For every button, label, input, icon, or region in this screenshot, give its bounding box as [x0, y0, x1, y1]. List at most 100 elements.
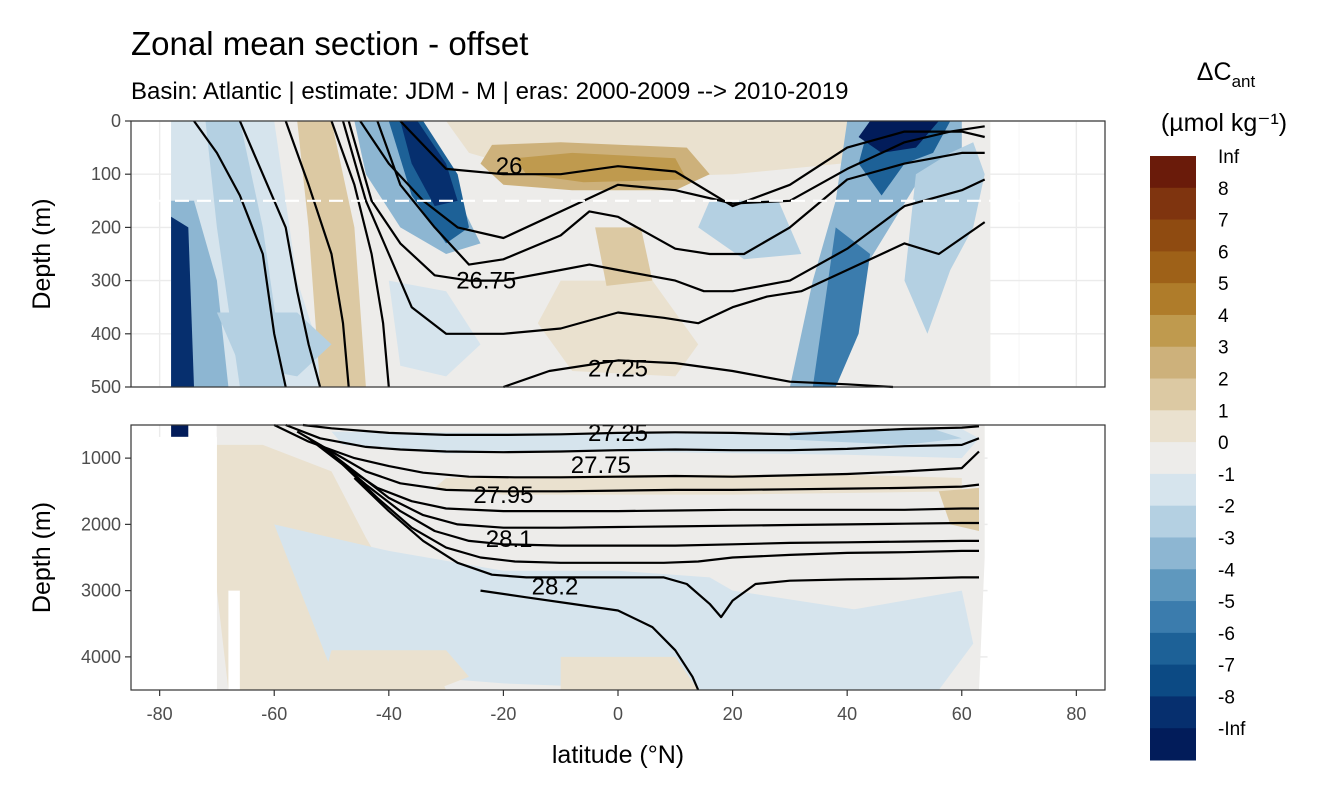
legend-label: 4: [1218, 306, 1229, 327]
negative-anomaly: [698, 200, 802, 260]
legend-swatch: [1150, 187, 1196, 221]
legend-label: 7: [1218, 211, 1229, 232]
x-tick-label: 60: [952, 704, 972, 724]
y-tick-label: 3000: [81, 581, 121, 601]
bathymetry-mask: [131, 436, 217, 690]
contour-label: 28.2: [532, 574, 579, 601]
x-tick-label: 40: [837, 704, 857, 724]
isopycnal-line: [330, 453, 979, 547]
legend-label: -2: [1218, 497, 1235, 518]
lower-isopycnal-lines: [273, 423, 980, 691]
legend-title-sub: ant: [1232, 72, 1256, 91]
legend-swatch: [1150, 251, 1196, 284]
contour-label: 27.95: [473, 482, 533, 509]
legend-label: 0: [1218, 433, 1229, 454]
negative-anomaly: [216, 312, 332, 377]
legend-swatch: [1150, 473, 1196, 507]
lower-panel: 27.25 27.75 27.95 28.1 28.2 1000 2000 3000 4000…: [28, 420, 1106, 691]
legend-label: -5: [1218, 592, 1235, 613]
isopycnal-line: [480, 589, 700, 691]
isopycnal-line: [238, 120, 322, 388]
legend-swatch: [1150, 537, 1196, 570]
contour-label: 27.25: [588, 420, 648, 447]
y-tick-label: 400: [91, 324, 121, 344]
contour-label: 27.25: [588, 355, 648, 382]
negative-anomaly: [904, 142, 985, 334]
bathymetry-mask: [987, 425, 1105, 690]
isopycnal-line: [296, 430, 980, 493]
legend-title: ΔCant: [1197, 58, 1256, 91]
isopycnal-line: [193, 120, 287, 388]
upper-y-ticks: 0 100 200 300 400 500: [91, 111, 131, 397]
legend: ΔCant (µmol kg⁻¹) Inf 8 7 6 5 4 3 2 1 0 -1 -2 -3 -4 -5…: [1150, 58, 1287, 761]
legend-swatch: [1150, 728, 1196, 761]
y-tick-label: 4000: [81, 647, 121, 667]
x-axis-ticks: -80 -60 -40 -20 0 20 40 60 80: [147, 690, 1086, 724]
lower-y-ticks: 1000 2000 3000 4000: [81, 448, 131, 667]
isopycnal-line: [503, 359, 894, 389]
x-tick-label: 0: [613, 704, 623, 724]
isopycnal-line: [273, 424, 980, 479]
legend-label: 1: [1218, 401, 1229, 422]
isopycnal-line: [347, 120, 986, 293]
upper-contour-labels: 26 26.75 27.25: [456, 153, 648, 382]
isopycnal-line: [307, 437, 979, 513]
legend-swatch: [1150, 601, 1196, 634]
y-tick-label: 300: [91, 271, 121, 291]
isopycnal-line: [399, 120, 985, 208]
x-tick-label: 20: [723, 704, 743, 724]
strong-negative-anomaly: [171, 216, 194, 387]
isopycnal-line: [302, 423, 980, 436]
x-tick-label: -60: [261, 704, 287, 724]
y-tick-label: 1000: [81, 448, 121, 468]
negative-anomaly: [812, 227, 871, 387]
legend-swatch: [1150, 156, 1196, 189]
isopycnal-line: [330, 120, 390, 388]
isopycnal-line: [353, 477, 979, 619]
isopycnal-line: [376, 120, 985, 266]
x-tick-label: -80: [147, 704, 173, 724]
legend-swatch: [1150, 696, 1196, 729]
upper-y-axis-title: Depth (m): [28, 198, 56, 309]
legend-swatch: [1150, 378, 1196, 411]
y-tick-label: 200: [91, 217, 121, 237]
isopycnal-line: [284, 120, 350, 388]
legend-label: -8: [1218, 687, 1235, 708]
upper-isopycnal-lines: [193, 120, 986, 389]
negative-anomaly: [698, 590, 962, 677]
positive-anomaly: [595, 227, 653, 286]
lower-heatmap-fill: [131, 425, 1105, 690]
contour-label: 26: [496, 153, 523, 180]
positive-anomaly: [537, 280, 699, 377]
legend-colorbar: [1150, 156, 1196, 761]
legend-label: 5: [1218, 274, 1229, 295]
legend-units: (µmol kg⁻¹): [1161, 109, 1287, 137]
legend-swatch: [1150, 505, 1196, 538]
legend-swatch: [1150, 283, 1196, 316]
positive-anomaly: [320, 650, 469, 690]
strong-negative-anomaly: [171, 425, 189, 437]
legend-swatch: [1150, 314, 1196, 348]
legend-label: -3: [1218, 528, 1235, 549]
isopycnal-line: [285, 423, 980, 454]
isopycnal-line: [342, 464, 979, 564]
legend-label: Inf: [1218, 147, 1240, 168]
legend-swatch: [1150, 346, 1196, 380]
chart-subtitle: Basin: Atlantic | estimate: JDM - M | er…: [131, 78, 848, 105]
y-tick-label: 500: [91, 377, 121, 397]
legend-label: 3: [1218, 338, 1229, 359]
legend-label: -7: [1218, 656, 1235, 677]
legend-swatch: [1150, 410, 1196, 443]
legend-label: -6: [1218, 624, 1235, 645]
legend-label: 6: [1218, 242, 1229, 263]
contour-label: 27.75: [571, 452, 631, 479]
y-tick-label: 0: [111, 111, 121, 131]
legend-swatch: [1150, 569, 1196, 602]
strong-negative-anomaly: [400, 121, 458, 207]
strong-negative-anomaly: [858, 121, 939, 153]
positive-anomaly: [560, 656, 699, 690]
chart-title: Zonal mean section - offset: [131, 25, 528, 62]
y-tick-label: 100: [91, 164, 121, 184]
upper-panel: 26 26.75 27.25 0 100 200 300 400 500 Depth (m): [28, 111, 1106, 397]
